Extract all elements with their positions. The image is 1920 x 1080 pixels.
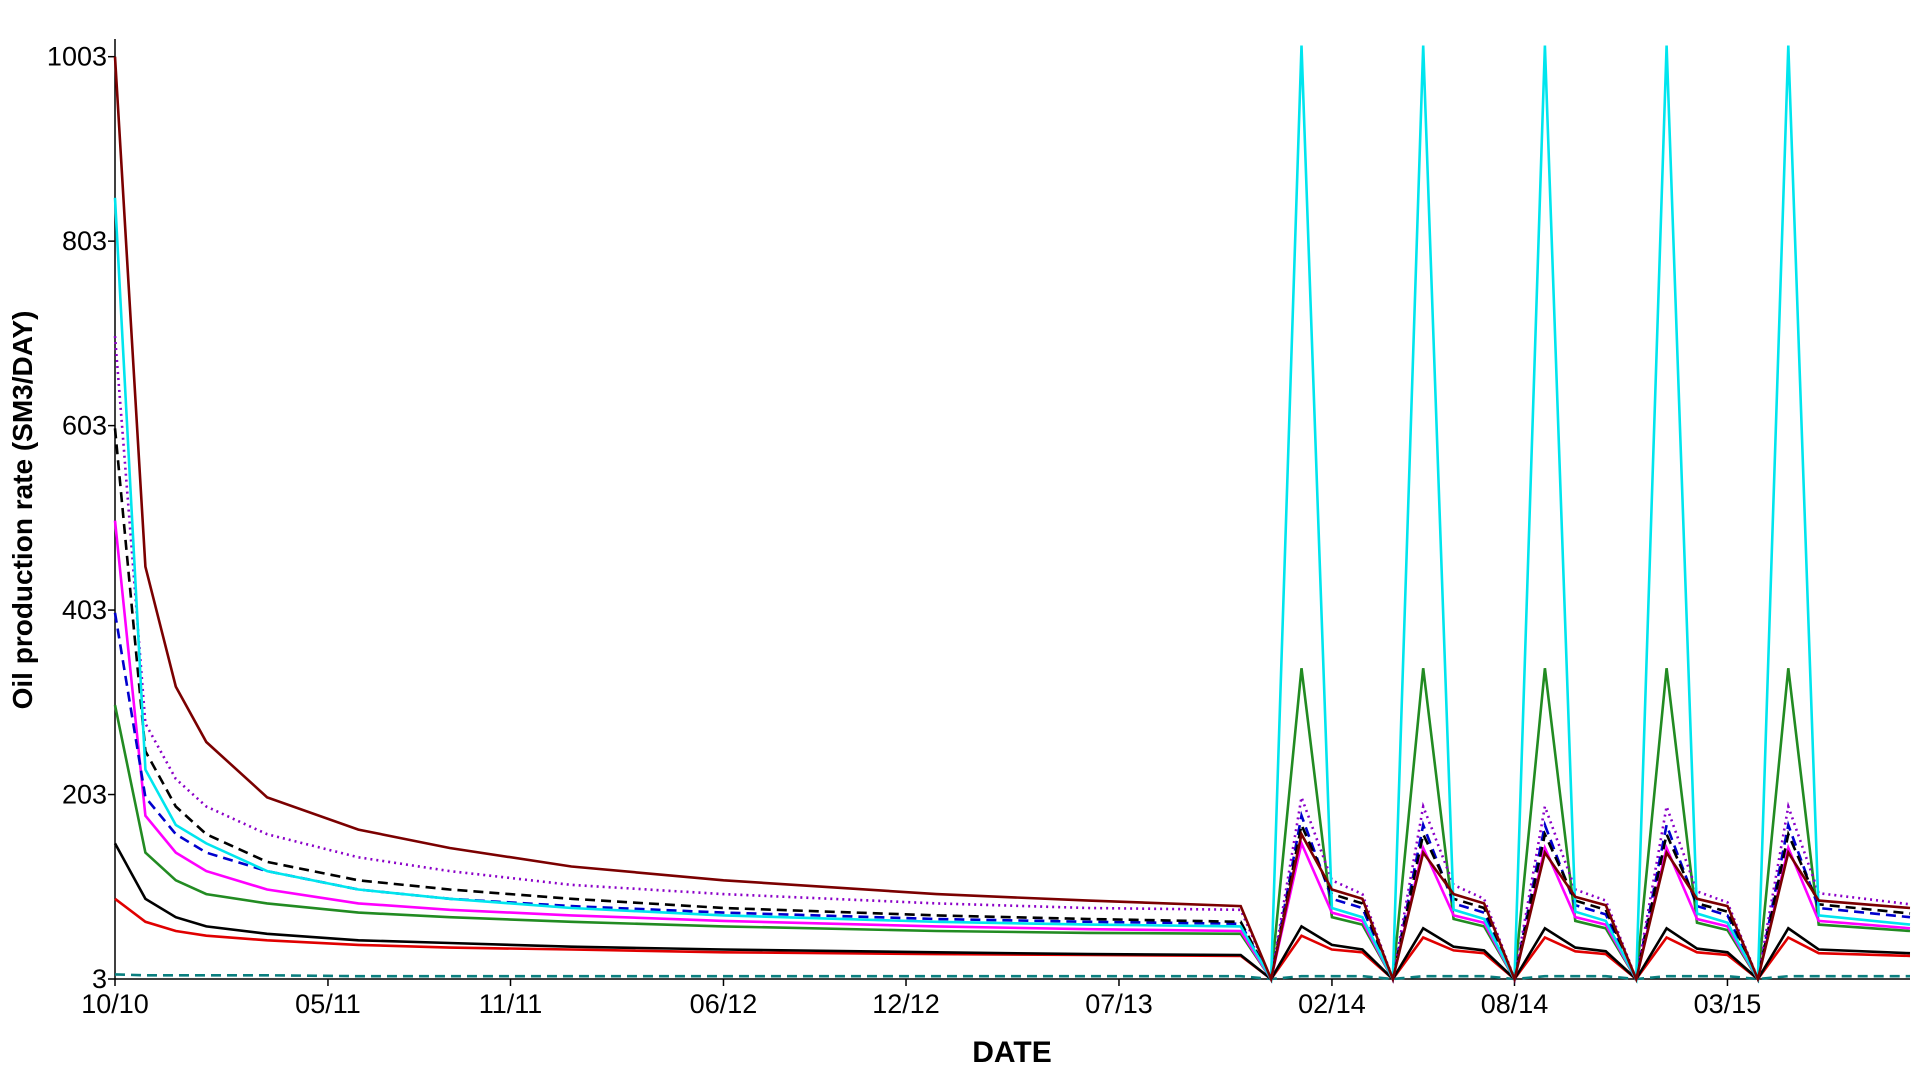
y-tick-label: 403 [62,595,107,625]
x-tick-label: 10/10 [81,989,149,1019]
series-line [113,520,1911,983]
x-tick-label: 02/14 [1298,989,1366,1019]
y-tick-label: 203 [62,780,107,810]
x-tick-label: 05/11 [295,989,361,1019]
series-line [113,56,1911,984]
y-tick-label: 3 [92,964,107,994]
series-line [114,973,1910,981]
y-tick-label: 1003 [47,42,107,72]
x-tick-label: 12/12 [872,989,940,1019]
y-axis-label: Oil production rate (SM3/DAY) [7,311,38,710]
x-axis-label: DATE [972,1036,1051,1069]
x-tick-label: 07/13 [1085,989,1153,1019]
series-line [113,45,1911,984]
y-tick-label: 803 [62,226,107,256]
series-line [113,842,1911,982]
x-tick-label: 11/11 [479,989,543,1019]
x-tick-label: 06/12 [690,989,758,1019]
y-tick-label: 603 [62,411,107,441]
x-tick-label: 08/14 [1481,989,1549,1019]
series-line [113,335,1911,985]
x-tick-label: 03/15 [1694,989,1762,1019]
